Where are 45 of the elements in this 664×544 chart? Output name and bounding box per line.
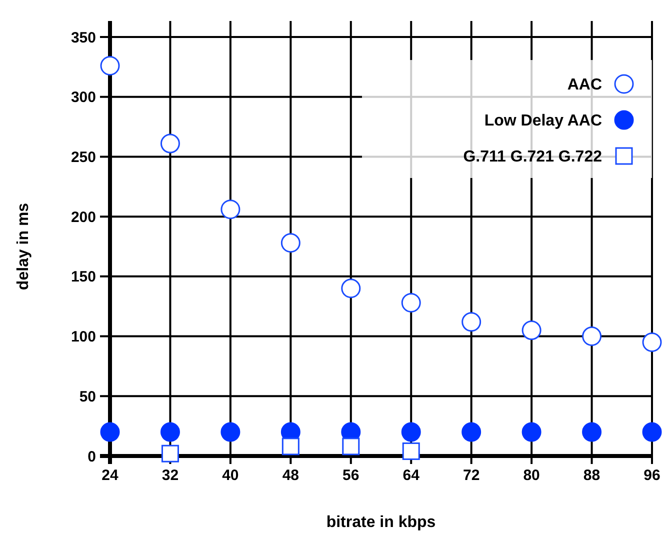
point <box>220 200 240 220</box>
point <box>341 278 361 298</box>
point <box>160 422 180 442</box>
y-axis-title: delay in ms <box>15 202 32 290</box>
point <box>220 422 240 442</box>
point <box>342 438 360 456</box>
legend-label: AAC <box>567 76 602 94</box>
point <box>280 233 300 253</box>
x-tick-label: 24 <box>102 467 119 484</box>
y-tick-label: 200 <box>70 208 96 226</box>
point <box>462 422 482 442</box>
point <box>100 56 120 76</box>
point <box>401 293 421 313</box>
y-tick-label: 350 <box>70 29 96 46</box>
point <box>582 422 602 442</box>
x-axis-title: bitrate in kbps <box>326 514 436 531</box>
y-tick-label: 50 <box>79 388 96 406</box>
x-tick-label: 96 <box>644 467 660 484</box>
point <box>401 422 421 442</box>
y-tick-label: 300 <box>70 89 96 106</box>
x-tick-label: 64 <box>402 467 420 484</box>
point <box>100 422 120 442</box>
point <box>642 332 662 352</box>
point <box>402 442 420 460</box>
point <box>462 312 482 332</box>
x-tick-label: 80 <box>523 467 540 484</box>
point <box>160 134 180 154</box>
point <box>522 320 542 340</box>
y-tick-label: 150 <box>70 268 96 286</box>
point <box>161 444 179 462</box>
y-tick-label: 250 <box>70 148 96 166</box>
y-tick-label: 100 <box>70 328 96 346</box>
x-tick-label: 72 <box>462 467 480 484</box>
point <box>582 326 602 346</box>
x-tick-label: 48 <box>282 467 300 484</box>
point <box>282 438 300 456</box>
x-tick-label: 40 <box>222 467 239 484</box>
x-tick-label: 88 <box>583 467 600 484</box>
x-tick-label: 56 <box>342 467 360 484</box>
legend-label: Low Delay AAC <box>484 112 602 130</box>
x-tick-label: 32 <box>162 467 179 484</box>
y-tick-label: 0 <box>88 448 96 466</box>
legend-label: G.711 G.721 G.722 <box>463 148 602 166</box>
point <box>522 422 542 442</box>
point <box>642 422 662 442</box>
